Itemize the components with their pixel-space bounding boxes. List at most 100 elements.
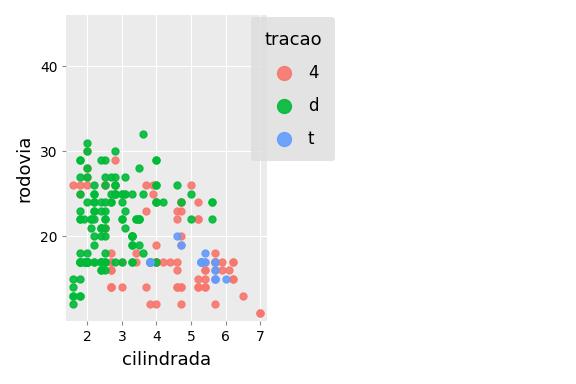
d: [128, 233, 137, 239]
d: [152, 182, 161, 188]
t: [211, 275, 220, 281]
d: [152, 199, 161, 205]
d: [82, 148, 92, 154]
d: [100, 216, 109, 222]
d: [96, 156, 105, 162]
4: [211, 301, 220, 307]
t: [145, 258, 154, 265]
d: [118, 216, 127, 222]
d: [187, 190, 196, 197]
4: [200, 258, 210, 265]
4: [211, 250, 220, 256]
4: [238, 293, 248, 299]
d: [121, 190, 130, 197]
d: [86, 216, 95, 222]
4: [152, 199, 161, 205]
4: [152, 258, 161, 265]
4: [176, 242, 185, 248]
d: [131, 216, 141, 222]
d: [118, 190, 127, 197]
d: [75, 275, 85, 281]
4: [111, 182, 120, 188]
4: [211, 258, 220, 265]
d: [100, 258, 109, 265]
4: [107, 267, 116, 273]
t: [197, 258, 206, 265]
d: [121, 224, 130, 230]
4: [107, 284, 116, 290]
d: [100, 267, 109, 273]
4: [176, 199, 185, 205]
4: [173, 258, 182, 265]
d: [75, 258, 85, 265]
d: [145, 258, 154, 265]
4: [194, 199, 203, 205]
d: [152, 258, 161, 265]
d: [86, 216, 95, 222]
Legend: 4, d, t: 4, d, t: [251, 17, 335, 161]
d: [152, 156, 161, 162]
d: [100, 207, 109, 214]
4: [228, 258, 237, 265]
4: [142, 182, 151, 188]
4: [256, 310, 265, 316]
4: [218, 258, 227, 265]
4: [218, 267, 227, 273]
d: [89, 199, 98, 205]
4: [211, 258, 220, 265]
d: [118, 190, 127, 197]
d: [118, 199, 127, 205]
4: [149, 190, 158, 197]
d: [82, 258, 92, 265]
d: [96, 267, 105, 273]
4: [142, 207, 151, 214]
4: [111, 190, 120, 197]
4: [107, 250, 116, 256]
4: [211, 275, 220, 281]
4: [176, 199, 185, 205]
t: [211, 267, 220, 273]
d: [159, 199, 168, 205]
d: [75, 216, 85, 222]
4: [107, 284, 116, 290]
d: [111, 190, 120, 197]
d: [111, 182, 120, 188]
d: [82, 165, 92, 171]
4: [75, 190, 85, 197]
d: [135, 216, 144, 222]
4: [194, 216, 203, 222]
d: [75, 258, 85, 265]
t: [211, 258, 220, 265]
4: [100, 224, 109, 230]
d: [75, 258, 85, 265]
4: [194, 216, 203, 222]
d: [89, 190, 98, 197]
4: [176, 284, 185, 290]
4: [194, 275, 203, 281]
d: [121, 207, 130, 214]
d: [79, 258, 88, 265]
4: [75, 182, 85, 188]
d: [96, 224, 105, 230]
d: [96, 267, 105, 273]
d: [69, 293, 78, 299]
4: [107, 258, 116, 265]
d: [176, 199, 185, 205]
d: [89, 258, 98, 265]
d: [107, 174, 116, 180]
d: [75, 293, 85, 299]
d: [89, 199, 98, 205]
d: [100, 182, 109, 188]
4: [82, 174, 92, 180]
t: [176, 242, 185, 248]
d: [89, 258, 98, 265]
4: [211, 258, 220, 265]
t: [200, 258, 210, 265]
d: [135, 242, 144, 248]
t: [211, 275, 220, 281]
d: [135, 165, 144, 171]
4: [152, 301, 161, 307]
4: [173, 284, 182, 290]
d: [75, 250, 85, 256]
d: [75, 293, 85, 299]
